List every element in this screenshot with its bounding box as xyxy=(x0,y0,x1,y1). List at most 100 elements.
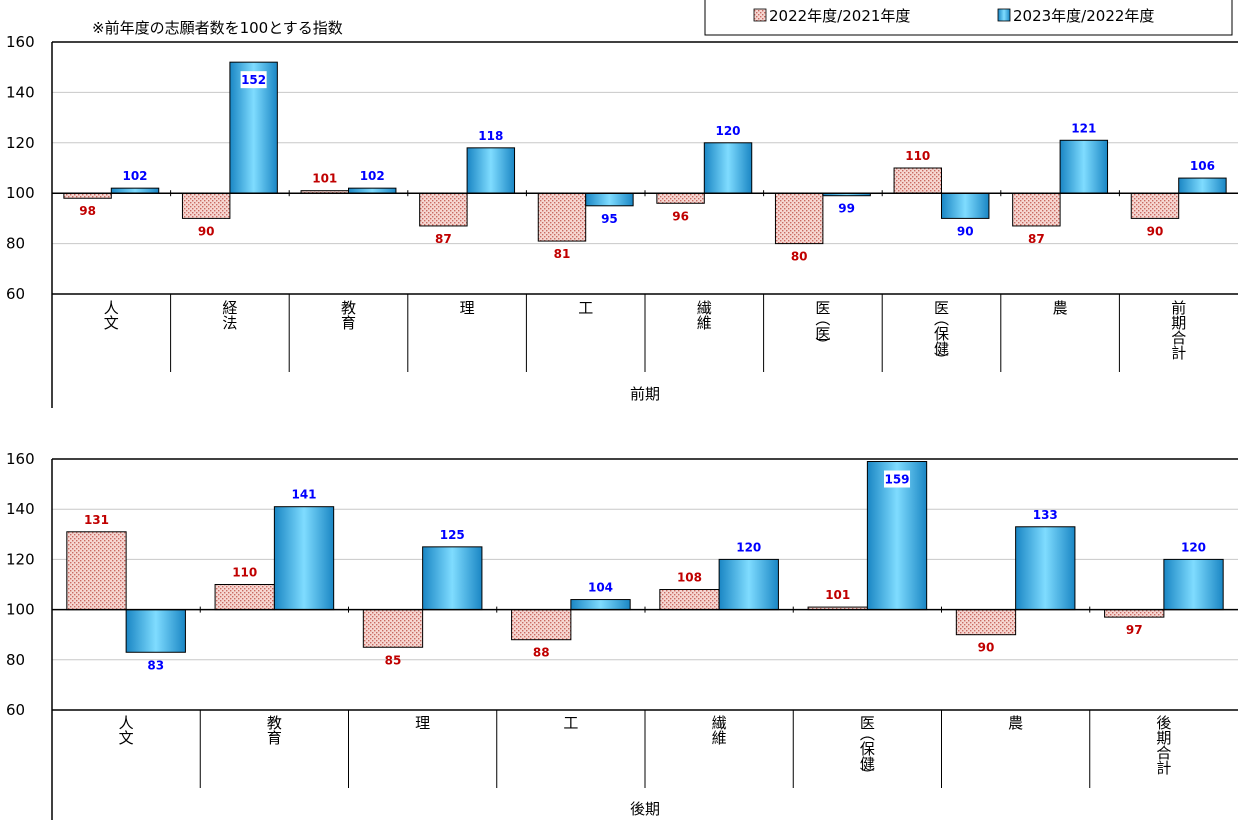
bar-series-1 xyxy=(63,192,112,199)
bar-series-2 xyxy=(941,192,990,219)
y-tick-label: 160 xyxy=(6,33,35,51)
x-category-label: 農 xyxy=(1053,299,1068,317)
chart-panel-1: 60 80 100 120 140 160 98 102 90 152 101 102 87 118 81 9… xyxy=(6,33,1238,408)
data-label-series-2: 120 xyxy=(1181,540,1206,554)
y-tick-label: 100 xyxy=(6,184,35,202)
bar-series-1 xyxy=(1012,192,1061,227)
y-tick-label: 100 xyxy=(6,601,35,619)
data-label-series-1: 97 xyxy=(1126,623,1143,637)
chart-panels: 60 80 100 120 140 160 98 102 90 152 101 102 87 118 81 9… xyxy=(6,33,1238,820)
data-label-series-1: 90 xyxy=(198,224,215,238)
bar-series-2 xyxy=(585,192,634,207)
x-category-label: 医︵保健︶ xyxy=(934,299,949,369)
data-label-series-2: 152 xyxy=(241,73,266,87)
bar-series-1 xyxy=(66,531,127,611)
x-category-label: 医︵保健︶ xyxy=(860,714,875,784)
chart-panel-2: 60 80 100 120 140 160 131 83 110 141 85 125 88 104 108… xyxy=(6,450,1238,820)
y-tick-label: 140 xyxy=(6,83,35,101)
y-tick-label: 120 xyxy=(6,550,35,568)
data-label-series-1: 80 xyxy=(791,250,808,264)
chart-note: ※前年度の志願者数を100とする指数 xyxy=(92,19,343,37)
bar-series-2 xyxy=(1015,526,1076,611)
bar-series-2 xyxy=(273,506,335,611)
y-tick-label: 80 xyxy=(6,235,25,253)
bar-series-2 xyxy=(348,187,397,194)
bar-series-2 xyxy=(422,546,483,611)
data-label-series-2: 118 xyxy=(478,129,503,143)
data-label-series-1: 90 xyxy=(1147,224,1164,238)
x-category-label: 工 xyxy=(563,714,578,732)
x-category-label: 工 xyxy=(578,299,593,317)
bar-series-2 xyxy=(110,187,160,194)
bar-series-1 xyxy=(511,609,572,641)
legend-label-series-1: 2022年度/2021年度 xyxy=(769,7,910,25)
x-category-label: 農 xyxy=(1008,714,1023,732)
legend-swatch-series-1 xyxy=(753,8,767,22)
bar-series-1 xyxy=(214,584,275,611)
x-category-label: 教育 xyxy=(341,299,356,332)
data-label-series-2: 125 xyxy=(440,528,465,542)
data-label-series-2: 83 xyxy=(147,658,164,672)
y-tick-label: 140 xyxy=(6,500,35,518)
y-tick-label: 80 xyxy=(6,651,25,669)
data-label-series-1: 96 xyxy=(672,209,689,223)
data-label-series-1: 81 xyxy=(554,247,571,261)
x-category-label: 経法 xyxy=(222,299,237,332)
x-group-label: 後期 xyxy=(630,800,660,818)
data-label-series-1: 131 xyxy=(84,513,109,527)
data-label-series-2: 102 xyxy=(360,169,385,183)
bar-series-1 xyxy=(774,192,824,245)
y-tick-label: 60 xyxy=(6,285,25,303)
legend-swatch-series-2 xyxy=(997,8,1011,22)
data-label-series-2: 121 xyxy=(1071,121,1096,135)
data-label-series-2: 120 xyxy=(715,124,740,138)
x-category-label: 人文 xyxy=(119,714,134,747)
legend-box xyxy=(704,0,1233,36)
data-label-series-1: 87 xyxy=(435,232,452,246)
bar-series-1 xyxy=(955,609,1017,636)
bar-series-1 xyxy=(537,192,587,242)
x-category-label: 後期合計 xyxy=(1156,714,1171,777)
x-category-label: 理 xyxy=(460,299,475,317)
x-category-label: 医︵医︶ xyxy=(815,299,830,354)
bar-series-2 xyxy=(466,147,516,194)
bar-series-1 xyxy=(656,192,705,204)
data-label-series-1: 101 xyxy=(825,588,850,602)
data-label-bg xyxy=(884,470,911,488)
data-label-series-1: 101 xyxy=(312,172,337,186)
data-label-series-1: 85 xyxy=(385,653,402,667)
x-category-label: 人文 xyxy=(104,299,119,332)
x-group-label: 前期 xyxy=(630,385,660,403)
data-label-series-2: 133 xyxy=(1033,508,1058,522)
data-label-series-2: 120 xyxy=(736,540,761,554)
bar-series-2 xyxy=(703,142,753,194)
bar-series-2 xyxy=(125,609,186,653)
data-label-series-2: 106 xyxy=(1190,159,1215,173)
data-label-series-2: 104 xyxy=(588,581,613,595)
x-category-label: 繊維 xyxy=(712,714,727,747)
y-tick-label: 160 xyxy=(6,450,35,468)
bar-series-1 xyxy=(362,609,424,648)
x-category-label: 理 xyxy=(415,714,430,732)
data-label-series-2: 99 xyxy=(838,202,855,216)
data-label-bg xyxy=(240,71,267,89)
bar-series-2 xyxy=(718,558,779,611)
data-label-series-1: 90 xyxy=(978,641,995,655)
bar-series-2 xyxy=(570,599,631,611)
bar-series-1 xyxy=(1130,192,1180,219)
y-tick-label: 120 xyxy=(6,134,35,152)
legend: 2022年度/2021年度 2023年度/2022年度 xyxy=(704,0,1233,36)
bar-series-1 xyxy=(893,167,942,194)
bar-series-2 xyxy=(1163,558,1224,611)
data-label-series-2: 159 xyxy=(884,473,909,487)
legend-label-series-2: 2023年度/2022年度 xyxy=(1013,7,1154,25)
y-tick-label: 60 xyxy=(6,701,25,719)
bar-series-2 xyxy=(1178,177,1227,194)
data-label-series-1: 110 xyxy=(905,149,930,163)
bar-series-1 xyxy=(1104,609,1165,618)
data-label-series-1: 98 xyxy=(79,204,96,218)
data-label-series-1: 108 xyxy=(677,571,702,585)
x-category-label: 前期合計 xyxy=(1171,299,1186,362)
